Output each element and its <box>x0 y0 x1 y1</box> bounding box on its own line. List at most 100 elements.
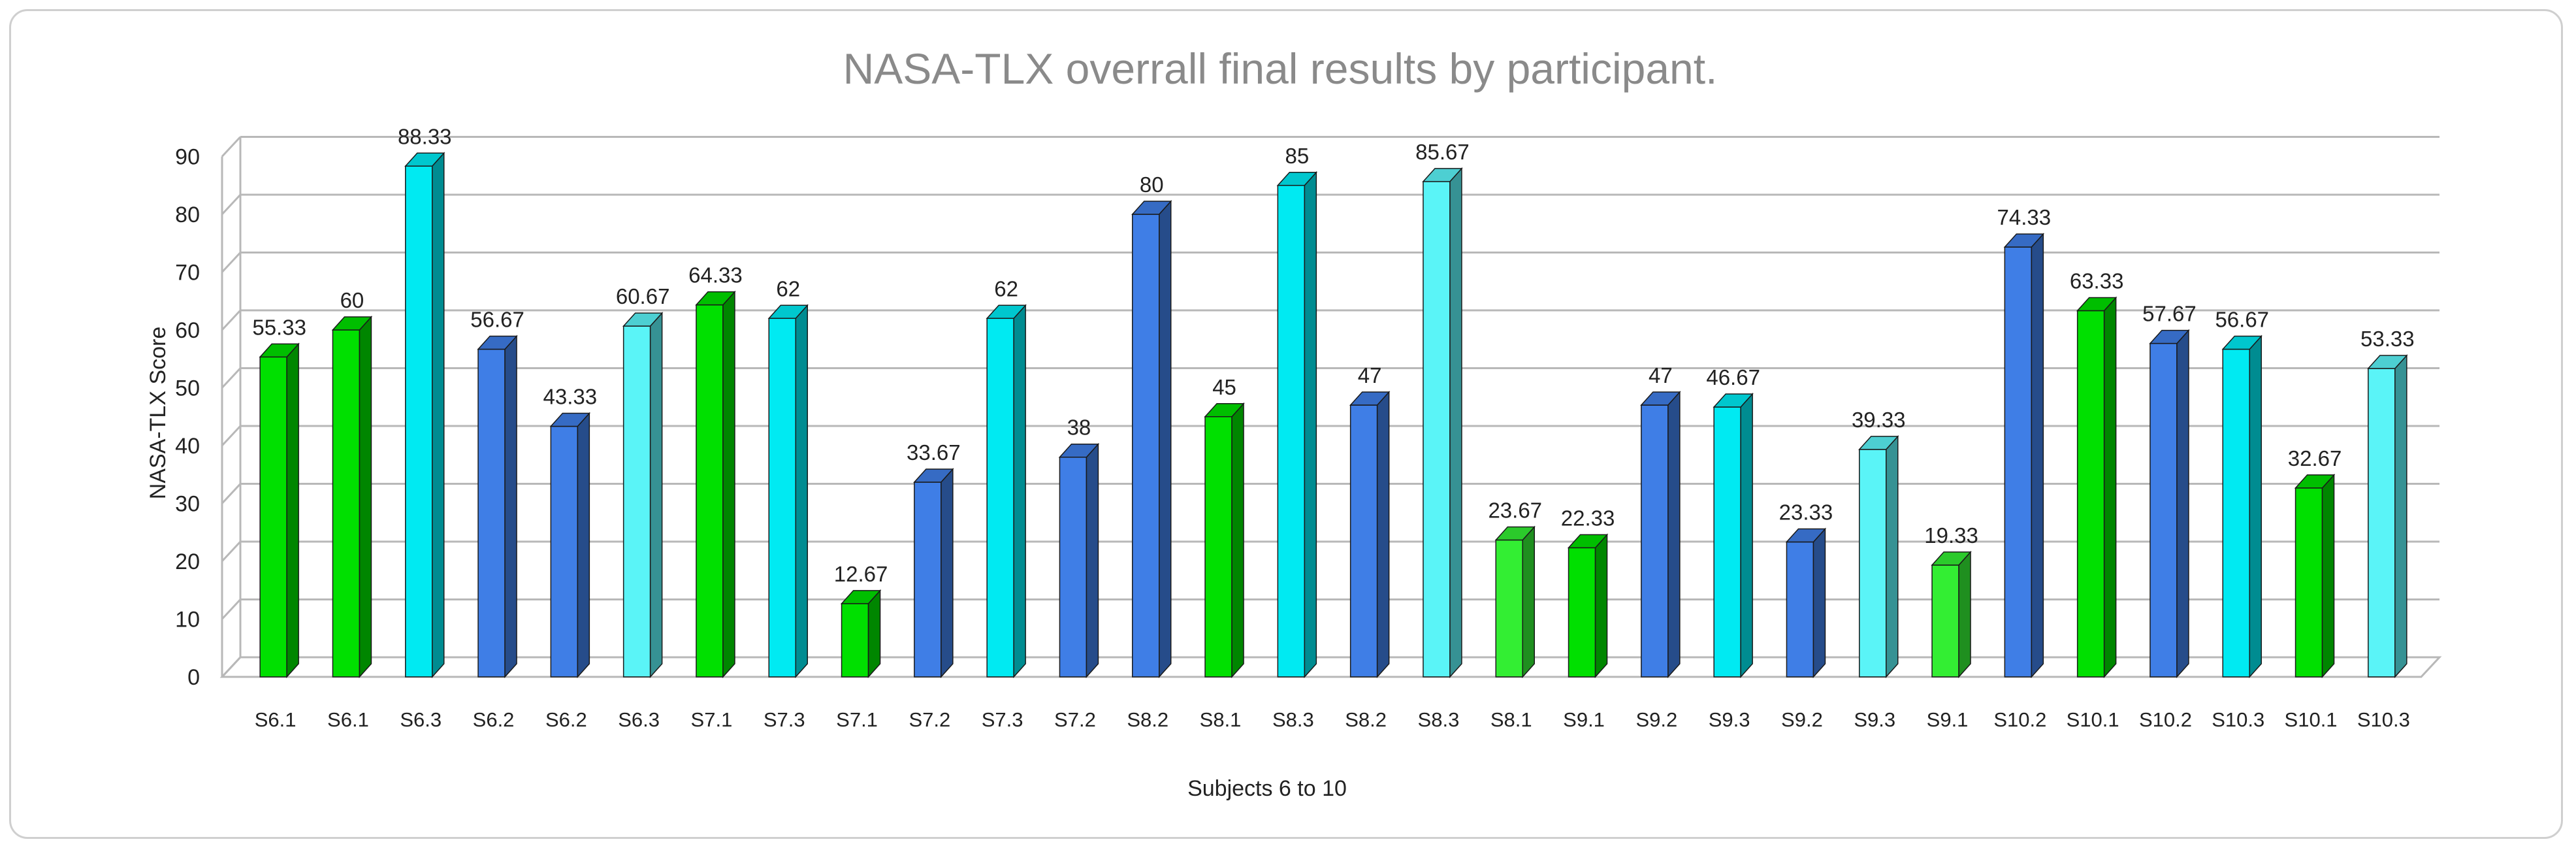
bar-s7-2 <box>1058 442 1100 678</box>
bar-front <box>405 165 433 678</box>
x-tick-label: S10.1 <box>2285 708 2338 731</box>
grid-lines <box>219 136 2442 678</box>
x-tick-label: S6.1 <box>255 708 297 731</box>
data-label: 74.33 <box>1997 205 2052 229</box>
bar-side <box>867 589 881 678</box>
data-label: 60.67 <box>616 284 670 308</box>
x-tick-label: S10.1 <box>2067 708 2119 731</box>
y-tick-label: 80 <box>175 203 200 227</box>
x-tick-label: S7.2 <box>1054 708 1096 731</box>
bar-s8-2 <box>1131 200 1172 678</box>
bar-s7-3 <box>986 304 1027 678</box>
data-label: 53.33 <box>2360 327 2415 351</box>
bar-s10-1 <box>2294 473 2336 678</box>
x-tick-label: S7.1 <box>836 708 878 731</box>
data-label: 47 <box>1358 363 1382 387</box>
bar-top <box>622 312 664 327</box>
bar-top <box>2367 355 2408 369</box>
x-tick-label: S7.3 <box>982 708 1023 731</box>
bar-front <box>1132 214 1160 678</box>
bar-side <box>1376 391 1390 678</box>
bar-side <box>2249 335 2262 678</box>
x-tick-label: S7.2 <box>909 708 950 731</box>
y-tick-label: 70 <box>175 261 200 286</box>
data-labels: 55.33 60 88.33 56.67 43.33 60.67 64.33 62 12.67 3… <box>252 124 2414 586</box>
y-axis-title: NASA-TLX Score <box>146 327 170 500</box>
bar-front <box>1713 406 1741 678</box>
bar-s7-1 <box>840 589 882 678</box>
bar-side <box>1159 200 1172 678</box>
data-label: 62 <box>994 276 1018 301</box>
gridline-side <box>221 540 242 563</box>
x-tick-label: S8.1 <box>1200 708 1242 731</box>
x-tick-label: S6.2 <box>473 708 515 731</box>
bar-s8-3 <box>1422 167 1463 678</box>
gridline-side <box>221 309 242 331</box>
bar-s10-3 <box>2221 335 2262 678</box>
x-tick-label: S8.2 <box>1345 708 1387 731</box>
bar-top <box>1204 403 1245 417</box>
x-tick-label: S6.3 <box>400 708 442 731</box>
bar-front <box>2294 487 2323 678</box>
data-label: 23.33 <box>1779 500 1833 525</box>
data-label: 56.67 <box>470 307 524 331</box>
data-label: 12.67 <box>834 562 888 586</box>
bar-side <box>1522 525 1535 678</box>
bar-front <box>1349 404 1378 678</box>
x-tick-label: S9.3 <box>1854 708 1895 731</box>
x-tick-label: S6.3 <box>618 708 660 731</box>
bar-top <box>1131 201 1172 215</box>
data-label: 64.33 <box>688 263 743 287</box>
data-label: 62 <box>776 276 800 301</box>
bar-front <box>1423 181 1451 678</box>
y-tick-label: 20 <box>175 549 200 574</box>
data-label: 47 <box>1649 363 1673 387</box>
bar-side <box>649 312 663 678</box>
bar-s10-1 <box>2076 296 2117 678</box>
bar-front <box>2149 342 2178 678</box>
bar-top <box>913 468 954 483</box>
bar-s6-1 <box>259 342 300 678</box>
bar-s8-2 <box>1349 391 1391 678</box>
y-tick-label: 30 <box>175 492 200 517</box>
x-tick-label: S9.3 <box>1709 708 1750 731</box>
bar-side <box>1886 434 1899 678</box>
y-tick-label: 90 <box>175 145 200 170</box>
bar-top <box>1640 391 1681 406</box>
bar-side <box>1086 442 1099 678</box>
bar-side <box>2031 233 2044 678</box>
bar-front <box>1931 564 1959 678</box>
x-tick-label: S10.2 <box>2139 708 2192 731</box>
bar-top <box>2003 233 2045 248</box>
data-label: 33.67 <box>907 440 961 465</box>
x-tick-label: S9.2 <box>1781 708 1823 731</box>
bar-top <box>1494 526 1536 541</box>
bar-front <box>1568 547 1596 678</box>
bar-front <box>332 329 361 678</box>
bar-s8-1 <box>1494 525 1536 678</box>
bar-s7-2 <box>913 468 954 678</box>
bar-top <box>1858 436 1899 450</box>
bar-top <box>2294 474 2336 489</box>
data-label: 43.33 <box>543 385 598 409</box>
x-tick-label: S8.3 <box>1272 708 1314 731</box>
x-tick-label: S10.3 <box>2357 708 2410 731</box>
data-label: 60 <box>340 288 364 312</box>
bar-top <box>1785 528 1827 543</box>
gridline-side <box>221 598 242 620</box>
bar-s9-2 <box>1640 391 1681 678</box>
bar-s9-3 <box>1713 393 1754 678</box>
gridline-side <box>221 425 242 447</box>
bar-side <box>2321 473 2335 678</box>
bar-side <box>1812 527 1826 678</box>
bar-front <box>622 325 651 678</box>
x-tick-label: S10.2 <box>1993 708 2046 731</box>
y-tick-label: 60 <box>175 318 200 343</box>
bar-top <box>404 152 445 167</box>
bar-s7-1 <box>695 290 736 678</box>
bar-top <box>1931 551 1972 566</box>
bar-s10-3 <box>2367 354 2408 678</box>
bars <box>259 152 2408 678</box>
bar-front <box>696 304 724 678</box>
bar-side <box>432 152 445 678</box>
